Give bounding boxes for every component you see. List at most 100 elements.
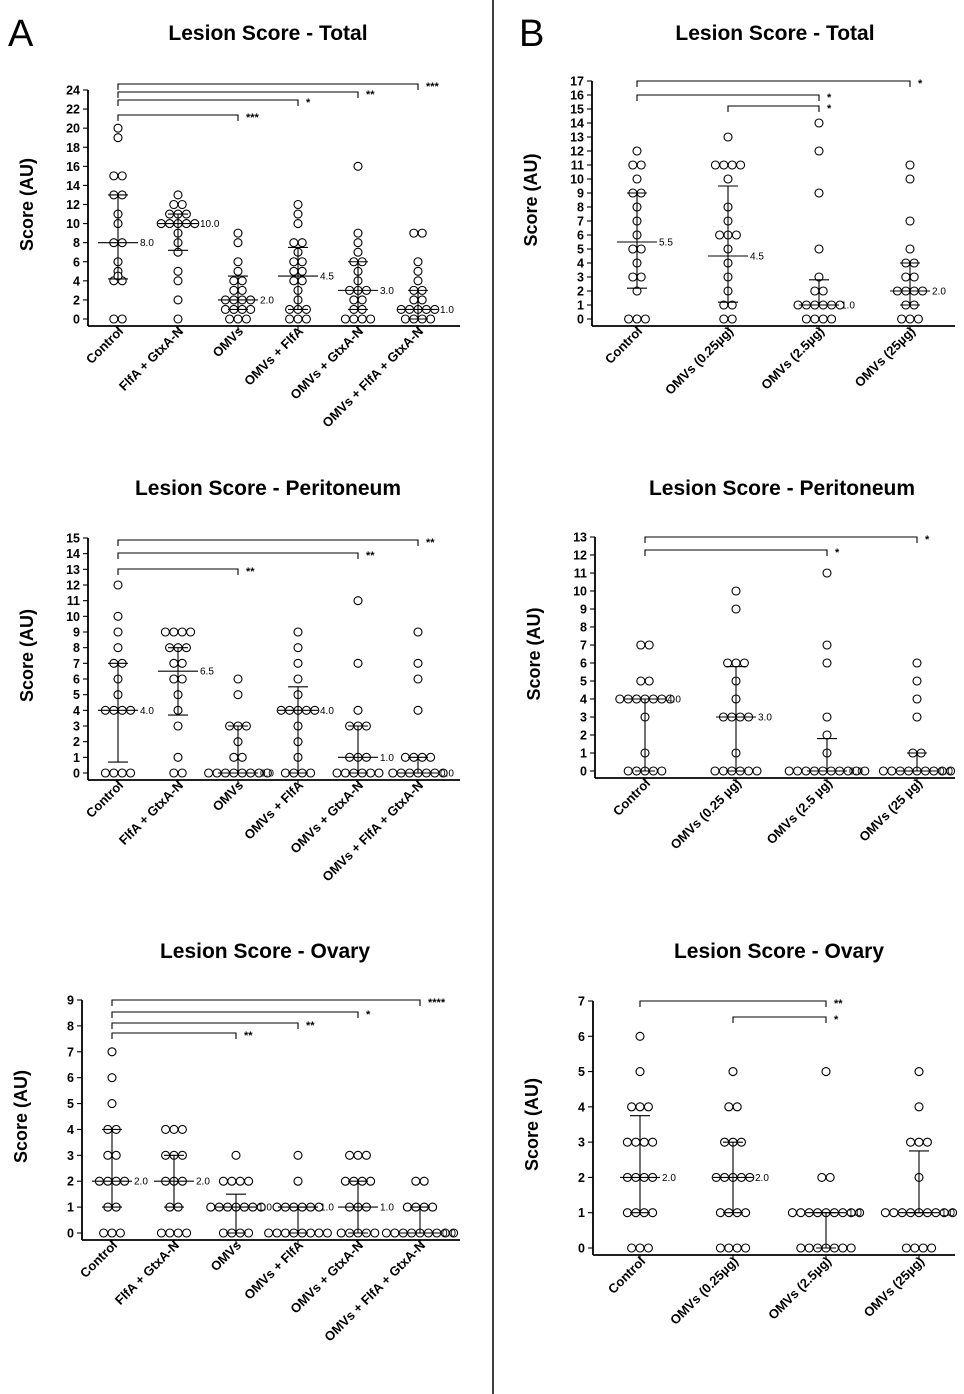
data-point <box>413 674 423 684</box>
data-point <box>111 1150 121 1160</box>
y-tick-label: 15 <box>66 532 80 546</box>
y-tick-label: 13 <box>66 563 80 577</box>
y-tick-label: 4 <box>67 1123 74 1137</box>
data-point <box>293 219 303 229</box>
y-tick-label: 7 <box>73 657 80 671</box>
data-point <box>727 160 737 170</box>
data-point <box>322 1228 332 1238</box>
significance-label: * <box>306 97 311 109</box>
significance-bracket <box>111 1011 359 1018</box>
data-point <box>177 674 187 684</box>
data-point <box>353 238 363 248</box>
y-tick-label: 11 <box>67 594 80 608</box>
data-point <box>244 1176 254 1186</box>
significance-bracket <box>117 99 299 106</box>
data-point <box>231 1150 241 1160</box>
significance-label: * <box>827 103 832 115</box>
significance-bracket <box>644 549 828 556</box>
data-point <box>615 694 625 704</box>
y-tick-label: 22 <box>66 103 80 117</box>
data-point <box>710 160 720 170</box>
data-point <box>314 1228 324 1238</box>
data-point <box>357 295 367 305</box>
data-point <box>719 314 729 324</box>
data-point <box>237 276 247 286</box>
data-point <box>784 766 794 776</box>
data-point <box>715 1243 725 1253</box>
data-point <box>113 580 123 590</box>
median-label: 5.5 <box>659 238 673 249</box>
data-point <box>297 257 307 267</box>
data-point <box>827 314 837 324</box>
data-point <box>233 690 243 700</box>
category-label: OMVs + FlfA + GtxA-N <box>319 324 426 431</box>
data-point <box>627 1102 637 1112</box>
category-label: FlfA + GtxA-N <box>116 778 186 848</box>
y-tick-label: 13 <box>573 531 587 545</box>
median-label: 0.0 <box>442 1229 456 1240</box>
data-point <box>353 1150 363 1160</box>
data-point <box>644 676 654 686</box>
data-point <box>206 1202 216 1212</box>
data-point <box>723 658 733 668</box>
y-tick-label: 0 <box>73 313 80 327</box>
y-tick-label: 1 <box>580 747 587 761</box>
data-point <box>293 658 303 668</box>
y-tick-label: 9 <box>67 994 74 1008</box>
data-point <box>235 1176 245 1186</box>
median-label: 2.0 <box>932 287 946 298</box>
data-point <box>126 768 136 778</box>
data-point <box>289 238 299 248</box>
data-point <box>229 276 239 286</box>
y-tick-label: 14 <box>570 117 584 131</box>
data-point <box>635 1243 645 1253</box>
median-label: 1.0 <box>380 753 394 764</box>
data-point <box>818 314 828 324</box>
data-point <box>237 285 247 295</box>
data-point <box>918 1243 928 1253</box>
y-tick-label: 5 <box>580 675 587 689</box>
data-point <box>914 1067 924 1077</box>
median-label: 8.0 <box>140 238 154 249</box>
y-tick-label: 2 <box>577 285 584 299</box>
y-tick-label: 4 <box>577 257 584 271</box>
y-axis-label: Score (AU) <box>521 153 541 246</box>
data-point <box>262 768 272 778</box>
data-point <box>100 768 110 778</box>
data-point <box>107 1228 117 1238</box>
y-tick-label: 18 <box>66 141 80 155</box>
significance-bracket <box>644 536 918 543</box>
y-tick-label: 8 <box>580 621 587 635</box>
data-point <box>173 266 183 276</box>
data-point <box>822 640 832 650</box>
data-point <box>635 1031 645 1041</box>
significance-label: * <box>925 534 930 546</box>
category-label: OMVs (25 µg) <box>856 776 925 845</box>
y-tick-label: 9 <box>580 603 587 617</box>
data-point <box>752 766 762 776</box>
data-point <box>417 295 427 305</box>
category-label: OMVs + FlfA <box>241 1237 306 1302</box>
y-tick-label: 6 <box>577 229 584 243</box>
median-label: 1.0 <box>841 301 855 312</box>
data-point <box>233 314 243 324</box>
data-point <box>897 314 907 324</box>
data-point <box>887 766 897 776</box>
data-point <box>293 643 303 653</box>
y-tick-label: 3 <box>67 1149 74 1163</box>
data-point <box>293 1176 303 1186</box>
data-point <box>109 171 119 181</box>
data-point <box>173 276 183 286</box>
data-point <box>905 174 915 184</box>
data-point <box>914 1137 924 1147</box>
data-point <box>117 171 127 181</box>
significance-bracket <box>636 94 820 101</box>
category-label: FlfA + GtxA-N <box>112 1238 182 1308</box>
data-point <box>922 1137 932 1147</box>
data-point <box>727 314 737 324</box>
y-tick-label: 14 <box>66 179 80 193</box>
data-point <box>632 146 642 156</box>
data-point <box>814 244 824 254</box>
data-point <box>632 314 642 324</box>
